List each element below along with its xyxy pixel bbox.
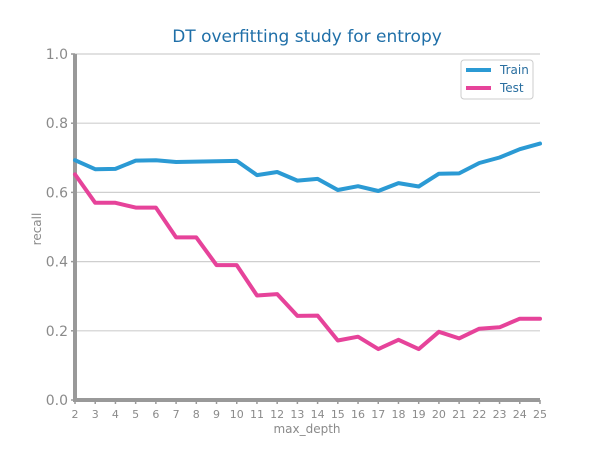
x-tick-label: 4 <box>112 408 119 421</box>
x-axis-label: max_depth <box>273 422 340 436</box>
x-tick-label: 13 <box>290 408 304 421</box>
x-tick-label: 15 <box>331 408 345 421</box>
series-lines <box>73 141 542 352</box>
x-tick-label: 3 <box>92 408 99 421</box>
x-tick-label: 20 <box>432 408 446 421</box>
series-line-train <box>73 141 542 193</box>
x-tick-label: 9 <box>213 408 220 421</box>
grid-lines <box>75 53 540 401</box>
legend-label-test: Test <box>499 81 524 95</box>
x-tick-label: 11 <box>250 408 264 421</box>
chart-title: DT overfitting study for entropy <box>172 27 442 47</box>
x-tick-label: 7 <box>173 408 180 421</box>
x-tick-label: 5 <box>132 408 139 421</box>
x-tick-label: 16 <box>351 408 365 421</box>
axes <box>73 54 540 402</box>
y-tick-label: 0.4 <box>46 255 68 271</box>
x-tick-label: 2 <box>72 408 79 421</box>
y-axis-label: recall <box>30 213 44 246</box>
x-tick-label: 18 <box>391 408 405 421</box>
x-tick-label: 25 <box>533 408 547 421</box>
y-axis-ticks: 0.0 0.2 0.4 0.6 0.8 1.0 <box>46 47 75 409</box>
x-axis-ticks: 2 3 4 5 6 7 8 9 10 11 12 13 14 15 16 17 18 19 20 21 22 23 24 25 <box>72 400 547 421</box>
x-tick-label: 24 <box>513 408 527 421</box>
x-tick-label: 19 <box>412 408 426 421</box>
y-tick-label: 0.2 <box>46 324 68 340</box>
x-tick-label: 23 <box>493 408 507 421</box>
x-tick-label: 17 <box>371 408 385 421</box>
y-tick-label: 0.0 <box>46 393 68 409</box>
y-tick-label: 1.0 <box>46 47 68 63</box>
y-tick-label: 0.8 <box>46 116 68 132</box>
legend-label-train: Train <box>499 63 529 77</box>
x-tick-label: 14 <box>311 408 325 421</box>
x-tick-label: 21 <box>452 408 466 421</box>
legend: Train Test <box>460 59 534 100</box>
x-tick-label: 10 <box>230 408 244 421</box>
x-tick-label: 6 <box>152 408 159 421</box>
x-tick-label: 22 <box>472 408 486 421</box>
series-line-test <box>73 172 542 352</box>
x-tick-label: 8 <box>193 408 200 421</box>
x-tick-label: 12 <box>270 408 284 421</box>
y-tick-label: 0.6 <box>46 185 68 201</box>
